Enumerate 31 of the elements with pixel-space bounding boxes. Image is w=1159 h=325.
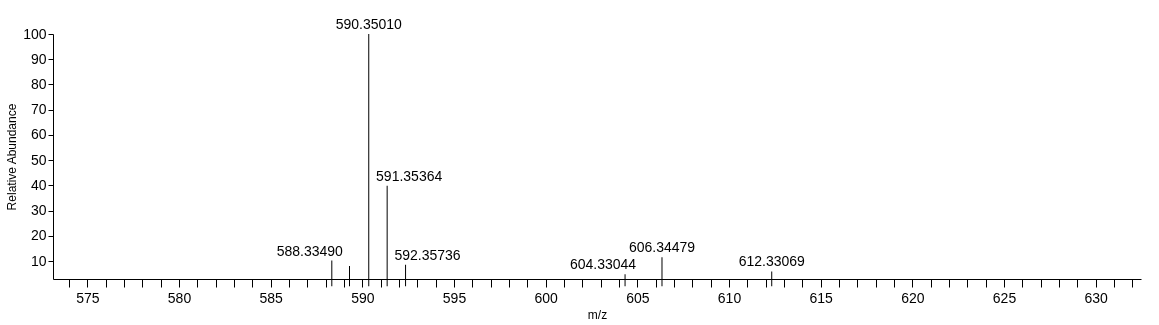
annotation: 591.35364 <box>376 167 443 184</box>
x-tick-label: 595 <box>442 289 467 306</box>
y-tick-label: 30 <box>30 202 47 219</box>
annotation: 592.35736 <box>394 246 461 263</box>
y-axis-title: Relative Abundance <box>5 103 20 211</box>
x-tick-label: 605 <box>626 289 650 306</box>
x-tick-label: 610 <box>717 289 742 306</box>
annotation: 606.34479 <box>628 239 696 256</box>
x-tick-label: 615 <box>809 289 834 306</box>
annotation: 588.33490 <box>276 242 344 259</box>
x-tick-label: 590 <box>351 289 375 306</box>
x-axis-title: m/z <box>587 307 608 322</box>
y-tick-label: 90 <box>30 50 47 67</box>
x-tick-label: 620 <box>901 289 925 306</box>
annotation: 604.33044 <box>569 256 637 273</box>
y-tick-label: 80 <box>30 75 47 92</box>
y-tick-label: 10 <box>30 252 47 269</box>
annotation: 612.33069 <box>738 253 806 270</box>
x-tick-label: 575 <box>76 289 100 306</box>
y-tick-label: 20 <box>30 227 47 244</box>
annotation: 590.35010 <box>335 16 403 32</box>
x-tick-label: 580 <box>167 289 192 306</box>
y-tick-label: 40 <box>30 176 47 193</box>
x-tick-label: 585 <box>259 289 284 306</box>
y-tick-label: 50 <box>30 151 47 168</box>
y-tick-label: 100 <box>23 25 47 42</box>
x-tick-label: 630 <box>1084 289 1109 306</box>
x-tick-label: 600 <box>534 289 559 306</box>
y-tick-label: 60 <box>30 126 47 143</box>
x-tick-label: 625 <box>992 289 1017 306</box>
y-tick-label: 70 <box>30 101 47 118</box>
